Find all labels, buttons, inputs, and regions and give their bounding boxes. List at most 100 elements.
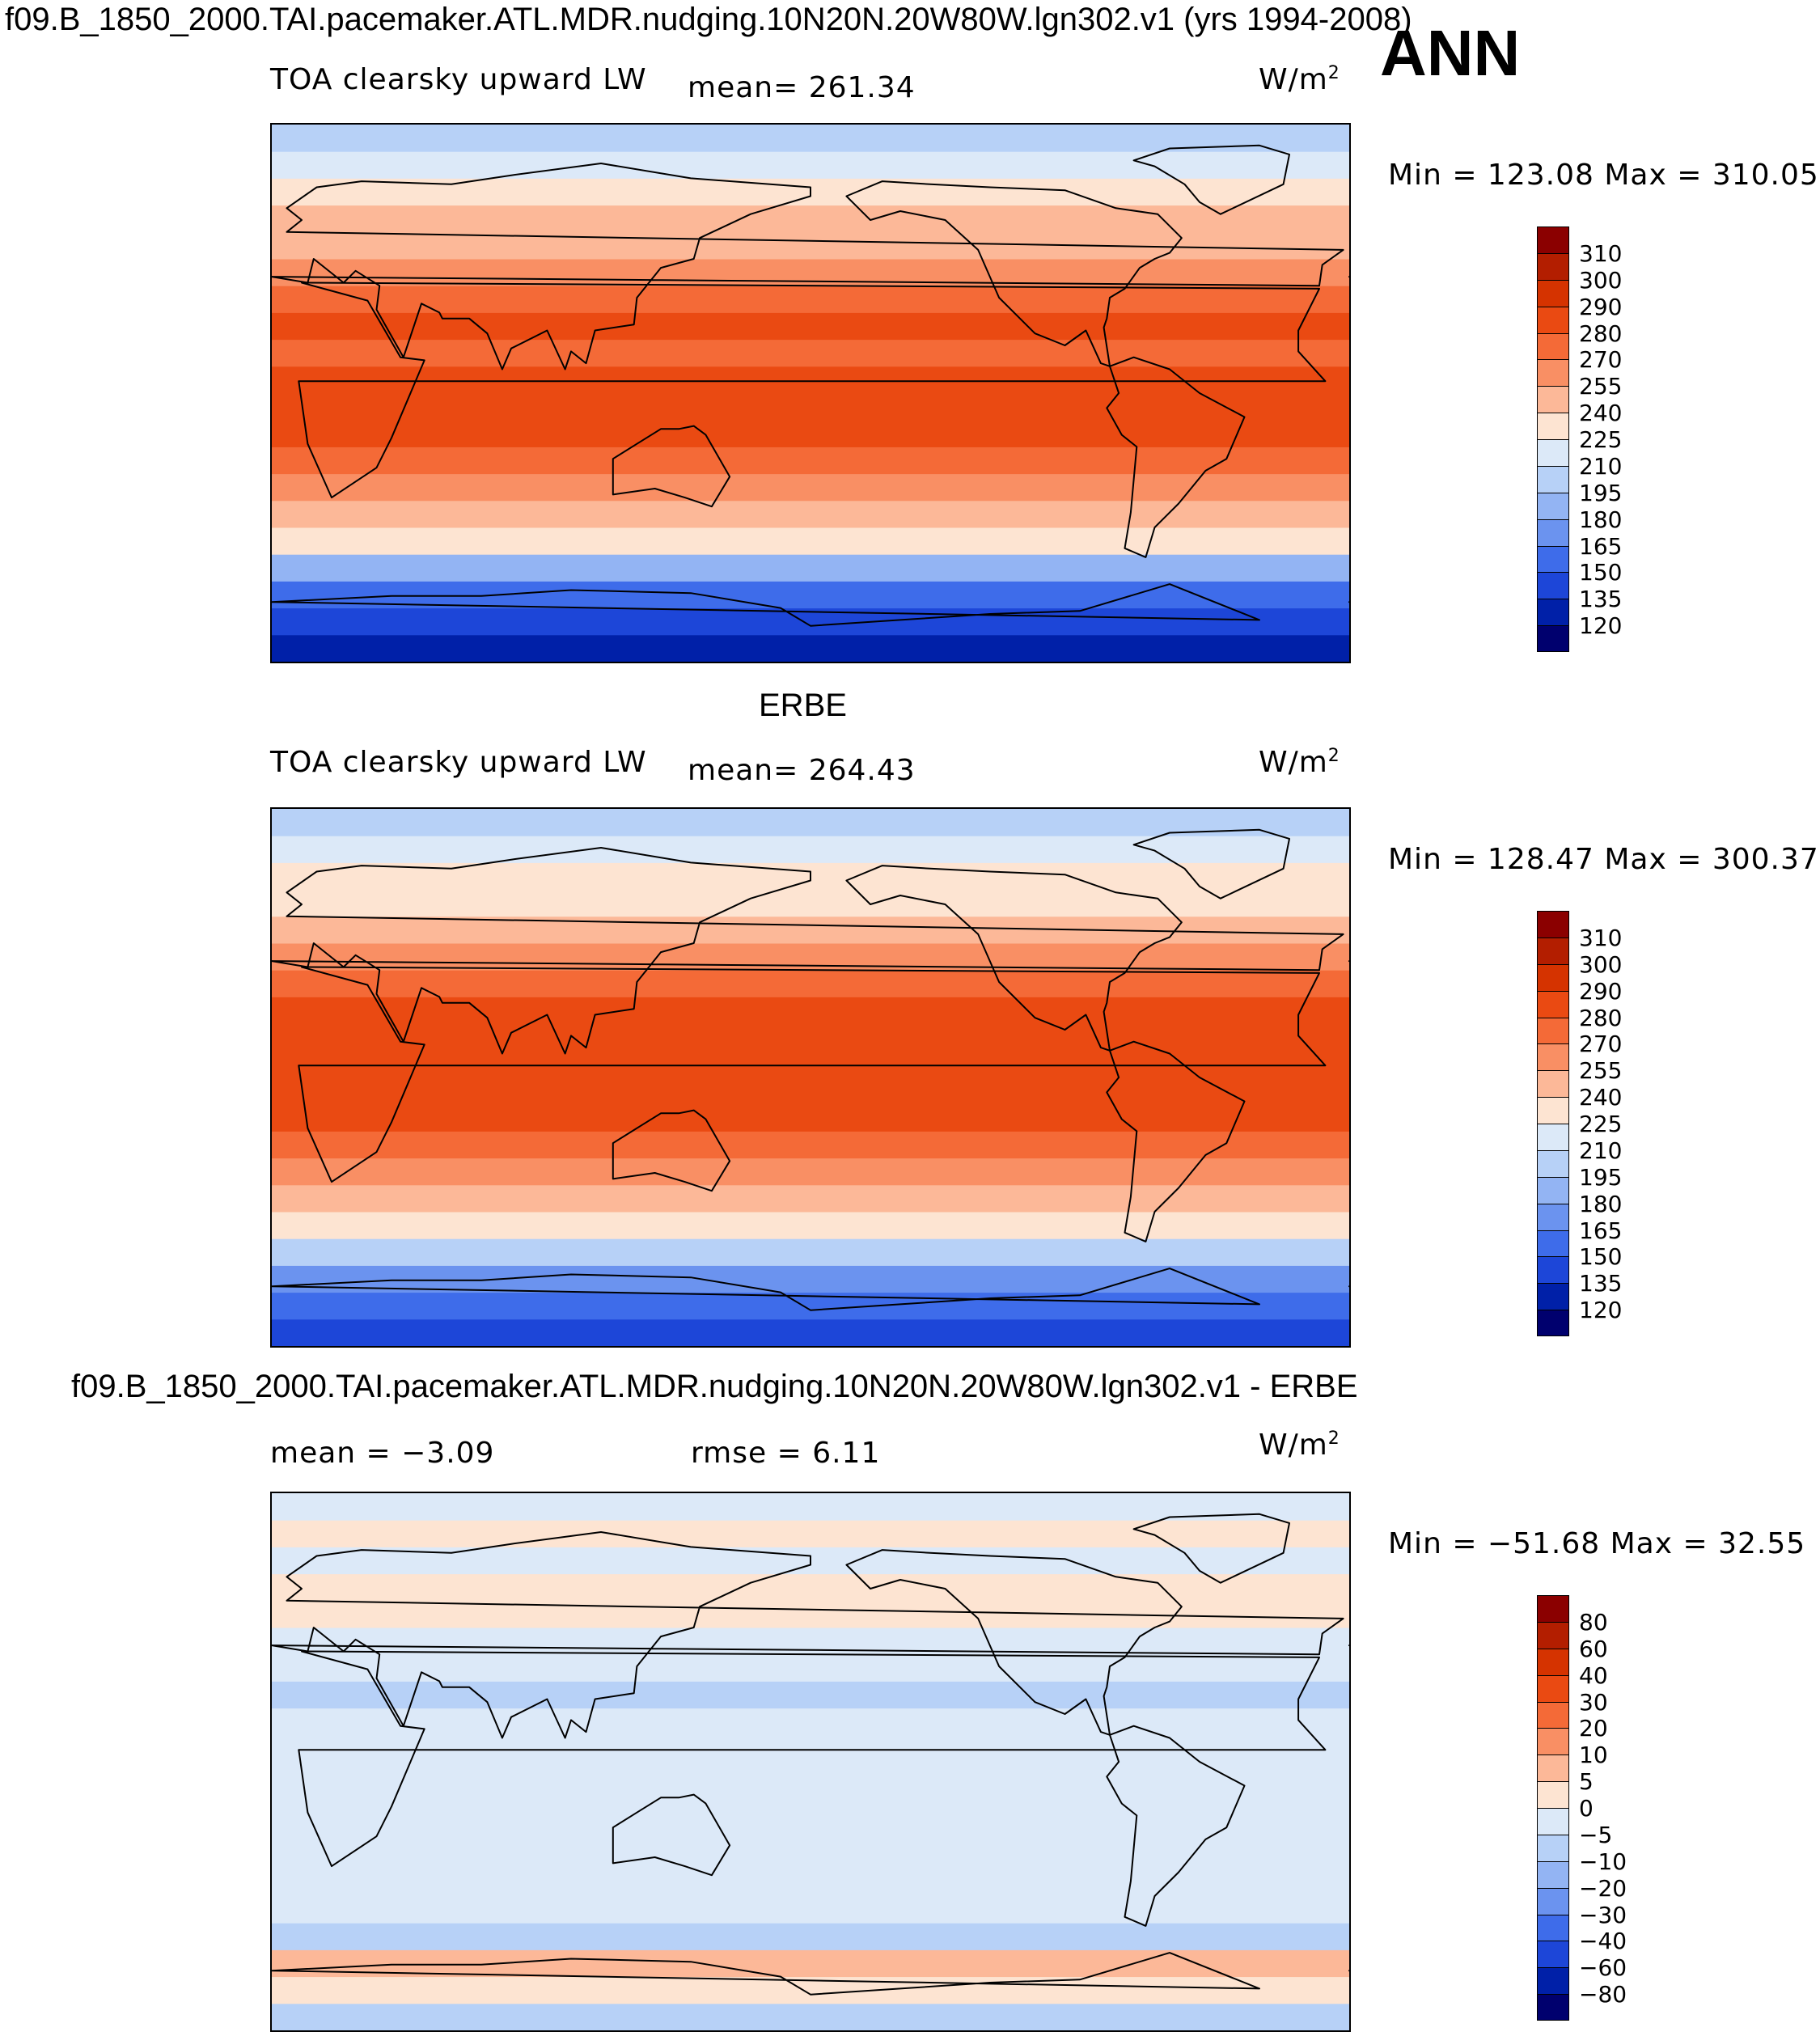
coastline: [1132, 144, 1290, 215]
colorbar-tick-label: 280: [1579, 320, 1623, 347]
zonal-band: [272, 1520, 1349, 1547]
coastline: [845, 1549, 1183, 1736]
colorbar-swatch: [1537, 1994, 1569, 2021]
panel2-minmax: Min = 128.47 Max = 300.37: [1388, 843, 1819, 876]
zonal-band: [272, 1319, 1349, 1346]
zonal-band: [272, 1788, 1349, 1816]
colorbar-tick-label: 255: [1579, 373, 1623, 400]
colorbar-tick-label: 225: [1579, 426, 1623, 453]
colorbar-tick-label: −20: [1579, 1874, 1627, 1902]
panel1-units: W/m2: [1259, 63, 1340, 96]
zonal-band: [272, 339, 1349, 367]
colorbar-tick-label: 120: [1579, 612, 1623, 640]
colorbar-swatch: [1537, 1648, 1569, 1675]
colorbar-swatch: [1537, 1887, 1569, 1915]
panel1-colorbar: 310 300 290 280 270 255 240 225 210 195 180 165 150 1…: [1537, 226, 1622, 652]
figure-title: f09.B_1850_2000.TAI.pacemaker.ATL.MDR.nu…: [5, 2, 1412, 37]
season-label: ANN: [1380, 17, 1521, 89]
colorbar-tick-label: 210: [1579, 452, 1623, 480]
colorbar-swatch: [1537, 1755, 1569, 1782]
panel3-minmax: Min = −51.68 Max = 32.55: [1388, 1527, 1806, 1560]
zonal-band: [272, 1896, 1349, 1924]
colorbar-tick-label: −10: [1579, 1848, 1627, 1875]
zonal-band: [272, 151, 1349, 179]
zonal-band: [272, 889, 1349, 917]
zonal-band: [272, 231, 1349, 260]
panel2-map: [270, 807, 1351, 1348]
colorbar-tick-label: 310: [1579, 924, 1623, 951]
panel3-mean: mean = −3.09: [270, 1437, 495, 1470]
colorbar-tick-label: 135: [1579, 1270, 1623, 1297]
panel2-mean: mean= 264.43: [688, 754, 916, 787]
zonal-band: [272, 1050, 1349, 1078]
coastline: [845, 180, 1183, 367]
colorbar-tick-label: −5: [1579, 1821, 1613, 1848]
colorbar-swatch: [1537, 279, 1569, 307]
zonal-band: [272, 634, 1349, 662]
colorbar-swatch: [1537, 226, 1569, 253]
zonal-band: [272, 916, 1349, 944]
colorbar-swatch: [1537, 1176, 1569, 1204]
colorbar-swatch: [1537, 1834, 1569, 1861]
zonal-band: [272, 125, 1349, 152]
panel3-colorbar: 80 60 40 30 20 10 5 0 −5 −10 −20 −30 −40 −60 −80: [1537, 1595, 1627, 2021]
colorbar-swatch: [1537, 1283, 1569, 1310]
colorbar-tick-label: 290: [1579, 977, 1623, 1005]
colorbar-swatch: [1537, 1914, 1569, 1941]
colorbar-tick-label: 300: [1579, 266, 1623, 294]
colorbar-tick-label: 30: [1579, 1688, 1608, 1716]
colorbar-swatch: [1537, 1808, 1569, 1835]
zonal-band: [272, 581, 1349, 609]
coastline: [1106, 356, 1246, 558]
zonal-band: [272, 1023, 1349, 1052]
panel1-minmax: Min = 123.08 Max = 310.05: [1388, 159, 1819, 192]
zonal-band: [272, 1869, 1349, 1897]
coastline: [1132, 1513, 1290, 1584]
zonal-band: [272, 836, 1349, 863]
coastline: [612, 425, 731, 508]
coastline: [845, 865, 1183, 1052]
zonal-band: [272, 1493, 1349, 1521]
zonal-band: [272, 809, 1349, 836]
coastline: [298, 1650, 1327, 1868]
coastline: [1106, 1725, 1246, 1927]
colorbar-swatch: [1537, 439, 1569, 466]
colorbar-tick-label: 5: [1579, 1768, 1594, 1796]
coastline: [1132, 828, 1290, 899]
colorbar-tick-label: 150: [1579, 559, 1623, 586]
colorbar-swatch: [1537, 963, 1569, 991]
zonal-band: [272, 1077, 1349, 1105]
panel3-rmse: rmse = 6.11: [691, 1437, 881, 1470]
colorbar-tick-label: 0: [1579, 1795, 1594, 1822]
zonal-band: [272, 1131, 1349, 1159]
colorbar-swatch: [1537, 519, 1569, 546]
zonal-band: [272, 970, 1349, 997]
coastline: [298, 281, 1327, 499]
zonal-band: [272, 1600, 1349, 1628]
colorbar-swatch: [1537, 359, 1569, 387]
coastline: [272, 1268, 1260, 1311]
colorbar-tick-label: 180: [1579, 1190, 1623, 1217]
panel1-mean: mean= 261.34: [688, 71, 916, 104]
coastline: [612, 1793, 731, 1877]
coastline: [612, 1109, 731, 1192]
colorbar-tick-label: −40: [1579, 1928, 1627, 1955]
colorbar-tick-label: 20: [1579, 1715, 1608, 1742]
panel1-variable: TOA clearsky upward LW: [270, 63, 647, 96]
zonal-band: [272, 1815, 1349, 1843]
zonal-band: [272, 312, 1349, 341]
coastline: [298, 966, 1327, 1183]
colorbar-swatch: [1537, 937, 1569, 964]
panel3-units: W/m2: [1259, 1429, 1340, 1462]
zonal-band: [272, 1708, 1349, 1736]
panel3-map-svg: [272, 1493, 1349, 2030]
zonal-band: [272, 286, 1349, 313]
colorbar-swatch: [1537, 386, 1569, 413]
colorbar-tick-label: −60: [1579, 1954, 1627, 1982]
zonal-band: [272, 1158, 1349, 1186]
panel1-map-svg: [272, 125, 1349, 662]
coastline: [272, 1952, 1260, 1996]
colorbar-swatch: [1537, 492, 1569, 519]
zonal-band: [272, 1681, 1349, 1709]
panel3-map: [270, 1492, 1351, 2032]
